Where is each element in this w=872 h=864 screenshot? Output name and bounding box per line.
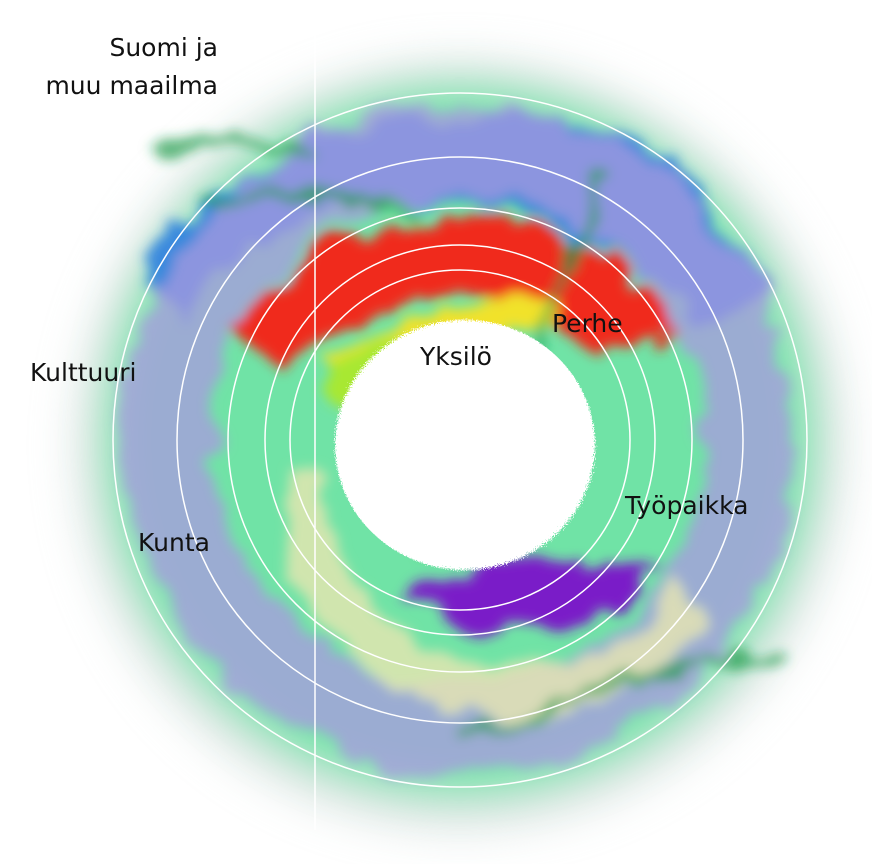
label: Suomi ja — [109, 33, 218, 62]
label: Perhe — [552, 309, 623, 338]
ring-outlines — [112, 92, 808, 788]
painted-rings — [75, 60, 845, 830]
label: Työpaikka — [624, 491, 748, 520]
label: Kulttuuri — [30, 358, 136, 387]
label: Kunta — [138, 528, 210, 557]
label: Yksilö — [419, 342, 492, 371]
label: muu maailma — [45, 71, 218, 100]
